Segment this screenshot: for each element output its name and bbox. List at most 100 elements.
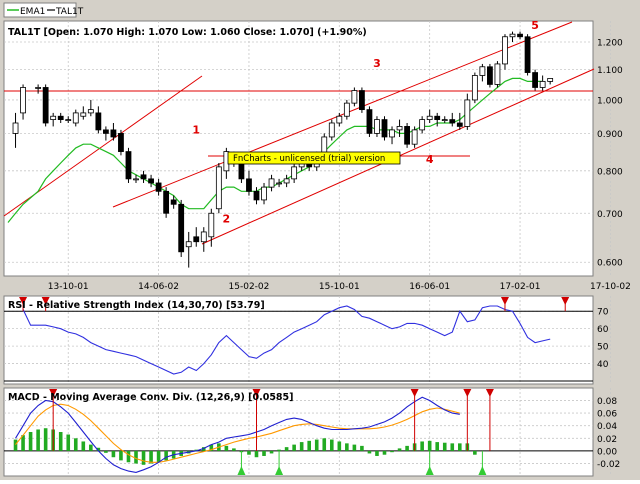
macd-histogram-bar <box>201 447 206 451</box>
macd-y-tick: 0.08 <box>597 397 617 407</box>
candle-body <box>35 87 42 89</box>
macd-histogram-bar <box>382 450 387 455</box>
macd-histogram-bar <box>28 432 33 451</box>
candle-body <box>42 87 49 124</box>
candle-body <box>351 90 358 104</box>
rsi-y-tick: 70 <box>597 308 609 318</box>
candle-body <box>110 129 117 138</box>
macd-buy-marker <box>478 466 487 475</box>
macd-histogram-bar <box>284 447 289 451</box>
macd-histogram-bar <box>450 443 455 451</box>
macd-histogram-bar <box>427 440 432 451</box>
candle-body <box>268 178 275 188</box>
candle-body <box>547 78 554 82</box>
macd-histogram-bar <box>13 439 18 451</box>
macd-histogram-bar <box>36 429 40 451</box>
wave-label: 5 <box>531 19 539 32</box>
price-y-tick: 1.000 <box>597 96 623 106</box>
macd-histogram-bar <box>375 450 379 456</box>
candle-body <box>502 36 508 65</box>
candle-body <box>133 178 139 181</box>
macd-y-tick: 0.04 <box>597 422 617 432</box>
macd-histogram-bar <box>209 444 214 451</box>
candle-body <box>246 178 252 192</box>
macd-histogram-bar <box>420 441 424 451</box>
candlesticks <box>12 31 554 268</box>
candle-body <box>291 166 298 180</box>
candle-body <box>95 112 102 131</box>
candle-body <box>163 190 170 214</box>
macd-histogram-bar <box>156 450 161 463</box>
macd-y-tick: 0.02 <box>597 435 617 445</box>
candle-body <box>118 133 124 152</box>
macd-histogram-bar <box>277 449 281 451</box>
candle-body <box>479 66 486 76</box>
candle-body <box>140 174 147 180</box>
wave-label: 1 <box>192 123 200 136</box>
candle-body <box>487 66 493 85</box>
macd-histogram-bar <box>345 443 349 451</box>
candle-body <box>374 119 380 134</box>
candle-body <box>65 119 72 121</box>
macd-series <box>13 389 494 475</box>
macd-histogram-bar <box>96 447 101 451</box>
macd-histogram-bar <box>322 438 327 451</box>
candle-body <box>532 72 538 88</box>
candle-body <box>178 203 185 253</box>
macd-grid <box>4 388 611 476</box>
rsi-y-tick: 50 <box>597 343 609 353</box>
candle-body <box>193 236 200 243</box>
macd-histogram-bar <box>292 444 296 451</box>
candle-body <box>238 162 245 180</box>
candle-body <box>411 129 418 145</box>
macd-histogram-bar <box>254 450 259 458</box>
candle-body <box>276 182 282 185</box>
macd-histogram-bar <box>126 450 131 463</box>
macd-sell-marker <box>485 389 494 397</box>
candle-body <box>389 129 395 138</box>
candle-body <box>381 119 388 138</box>
x-axis-tick: 16-06-01 <box>409 282 450 292</box>
candle-body <box>404 126 410 145</box>
candle-body <box>155 182 162 192</box>
macd-histogram-bar <box>194 449 199 451</box>
candle-body <box>125 151 132 180</box>
rsi-y-tick: 60 <box>597 325 609 335</box>
macd-histogram-bar <box>307 440 311 451</box>
x-axis-tick: 14-06-02 <box>138 282 179 292</box>
candle-body <box>72 112 79 124</box>
candle-body <box>215 166 222 210</box>
candle-body <box>539 81 546 88</box>
macd-histogram-bar <box>21 435 25 451</box>
macd-histogram-bar <box>299 442 304 451</box>
macd-sell-marker <box>463 389 472 397</box>
x-axis-tick: 15-10-01 <box>319 282 360 292</box>
macd-sell-marker <box>410 389 419 397</box>
macd-y-tick: 0.06 <box>597 410 617 420</box>
wave-labels: 1 2 3 4 5 <box>192 19 539 225</box>
macd-histogram-bar <box>164 450 168 461</box>
macd-histogram-bar <box>111 450 116 458</box>
candle-body <box>200 231 207 243</box>
macd-y-tick: 0.00 <box>597 447 617 457</box>
candle-body <box>20 87 26 114</box>
wave-label: 3 <box>373 57 381 70</box>
candle-body <box>359 90 365 111</box>
candle-body <box>434 115 441 120</box>
trend-line <box>112 21 573 208</box>
macd-polyline <box>15 396 460 473</box>
rsi-series <box>19 297 570 375</box>
macd-histogram-bar <box>224 445 229 451</box>
candle-body <box>87 109 94 114</box>
candle-body <box>148 178 154 184</box>
macd-histogram-bar <box>58 432 63 451</box>
candle-body <box>208 212 215 238</box>
price-grid <box>4 21 611 276</box>
macd-histogram-bar <box>435 442 440 451</box>
macd-histogram-bar <box>442 442 447 451</box>
macd-histogram-bar <box>81 441 86 451</box>
x-axis-tick: 15-02-02 <box>229 282 270 292</box>
macd-histogram-bar <box>367 450 372 454</box>
candle-body <box>328 122 335 138</box>
wave-label: 4 <box>426 153 434 166</box>
